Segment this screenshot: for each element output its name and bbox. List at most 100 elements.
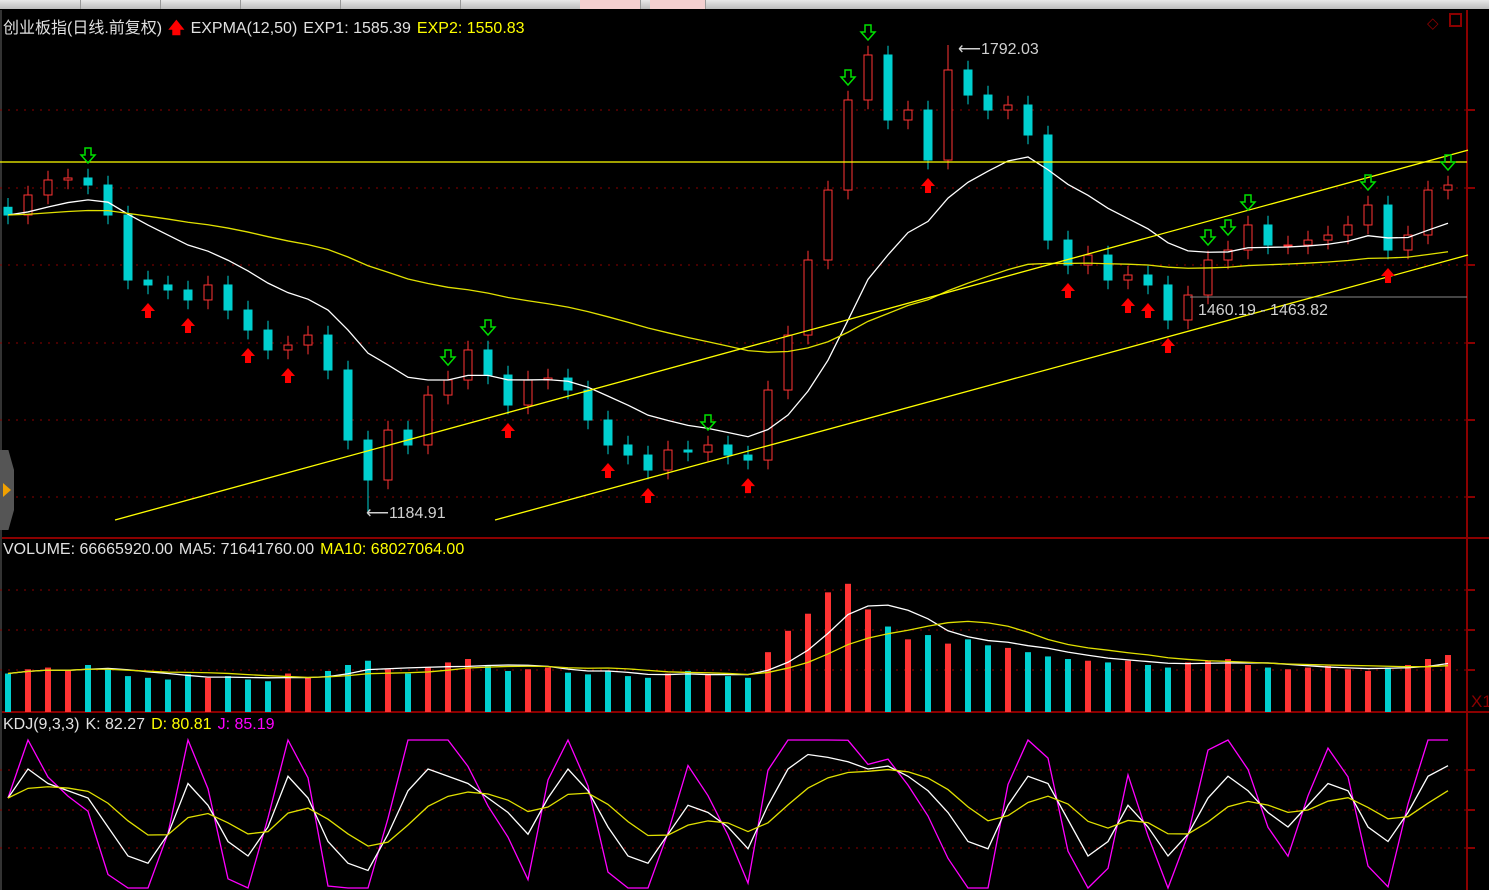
volume-bar — [1225, 659, 1231, 712]
candle-body — [703, 444, 713, 453]
volume-bar — [565, 672, 571, 712]
volume-bar — [845, 583, 851, 712]
candle-body — [1343, 224, 1353, 236]
volume-bar — [465, 659, 471, 712]
candle-body — [1183, 294, 1193, 321]
candle-body — [1263, 224, 1273, 246]
sell-arrow-icon — [699, 414, 717, 432]
volume-bar — [985, 645, 991, 712]
volume-bar — [1345, 669, 1351, 712]
k-value: K: 82.27 — [85, 716, 146, 733]
sell-arrow-icon — [479, 319, 497, 337]
candle-body — [1323, 234, 1333, 241]
candle-body — [343, 369, 353, 441]
toolbar-tab[interactable] — [240, 0, 341, 9]
sell-arrow-icon — [439, 349, 457, 367]
volume-bar — [945, 643, 951, 712]
volume-bar — [45, 667, 51, 712]
candle-body — [1043, 134, 1053, 241]
toolbar-tab[interactable] — [80, 0, 161, 9]
volume-bar — [165, 679, 171, 712]
toolbar-tab[interactable] — [160, 0, 241, 9]
volume-bar — [1165, 667, 1171, 712]
candle-body — [643, 454, 653, 471]
sell-arrow-icon — [1359, 174, 1377, 192]
candle-body — [743, 454, 753, 461]
candle-body — [303, 334, 313, 346]
volume-bar — [425, 667, 431, 712]
volume-bar — [1205, 660, 1211, 712]
volume-bar — [785, 630, 791, 712]
candle-body — [263, 329, 273, 351]
main-header: 创业板指(日线.前复权) 🡅 EXPMA(12,50) EXP1: 1585.39 EX… — [3, 14, 531, 44]
volume-bar — [825, 592, 831, 712]
candle-body — [1423, 189, 1433, 236]
volume-bar — [405, 673, 411, 712]
volume-bar — [885, 626, 891, 712]
sell-arrow-icon — [1439, 154, 1457, 172]
candle-body — [163, 284, 173, 291]
volume-bar — [865, 609, 871, 712]
candle-body — [1203, 259, 1213, 296]
volume-bar — [65, 670, 71, 712]
volume-bar — [1385, 667, 1391, 712]
low-label: 1184.91 — [388, 505, 446, 522]
volume-bar — [665, 673, 671, 712]
volume-bar — [745, 677, 751, 712]
volume-bar — [1005, 647, 1011, 712]
toolbar-tab[interactable] — [0, 0, 81, 9]
candle-body — [103, 184, 113, 216]
candle-body — [1163, 284, 1173, 321]
volume-bar — [525, 669, 531, 712]
volume-bar — [1105, 662, 1111, 712]
volume-bar — [1025, 652, 1031, 712]
candle-body — [683, 449, 693, 453]
expand-panel-handle[interactable] — [0, 450, 14, 530]
candle-body — [463, 349, 473, 381]
candle-body — [903, 109, 913, 121]
candle-body — [1063, 239, 1073, 266]
volume-bar — [1265, 667, 1271, 712]
layout-toggle-icon[interactable] — [1449, 13, 1462, 27]
candle-body — [503, 374, 513, 406]
volume-bar — [325, 670, 331, 712]
index-title: 创业板指(日线.前复权) — [3, 20, 163, 37]
volume-bar — [645, 677, 651, 712]
volume-bar — [185, 674, 191, 712]
sell-arrow-icon — [1239, 194, 1257, 212]
volume-bar — [705, 674, 711, 712]
toolbar-tab[interactable] — [650, 0, 706, 9]
candle-body — [723, 444, 733, 456]
volume-bar — [265, 681, 271, 712]
volume-bar — [25, 669, 31, 712]
candle-body — [623, 444, 633, 456]
candle-body — [1003, 104, 1013, 111]
sell-arrow-icon — [1219, 219, 1237, 237]
volume-bar — [125, 676, 131, 712]
candle-body — [323, 334, 333, 371]
candle-body — [1123, 274, 1133, 281]
toolbar-tab[interactable] — [580, 0, 641, 9]
volume-bar — [1145, 664, 1151, 712]
candle-body — [823, 189, 833, 261]
volume-bar — [1065, 659, 1071, 712]
volume-bar — [1125, 660, 1131, 712]
volume-ma10-line — [7, 620, 1449, 679]
candle-body — [1243, 224, 1253, 251]
candle-body — [963, 69, 973, 96]
toolbar-tab[interactable] — [340, 0, 461, 9]
volume-bar — [485, 664, 491, 712]
candle-body — [483, 349, 493, 376]
j-value: J: 85.19 — [217, 716, 275, 733]
volume-bar — [925, 635, 931, 712]
candle-body — [403, 429, 413, 446]
diamond-icon[interactable]: ◇ — [1427, 15, 1439, 32]
buy-arrow-icon — [501, 423, 515, 439]
volume-bar — [5, 673, 11, 712]
d-value: D: 80.81 — [151, 716, 212, 733]
range-annotation: 1460.19 - 1463.82 — [1198, 302, 1328, 319]
candle-body — [1403, 234, 1413, 251]
ma10-value: MA10: 68027064.00 — [320, 541, 465, 558]
candle-body — [523, 379, 533, 406]
kdj-k-line — [7, 753, 1449, 872]
